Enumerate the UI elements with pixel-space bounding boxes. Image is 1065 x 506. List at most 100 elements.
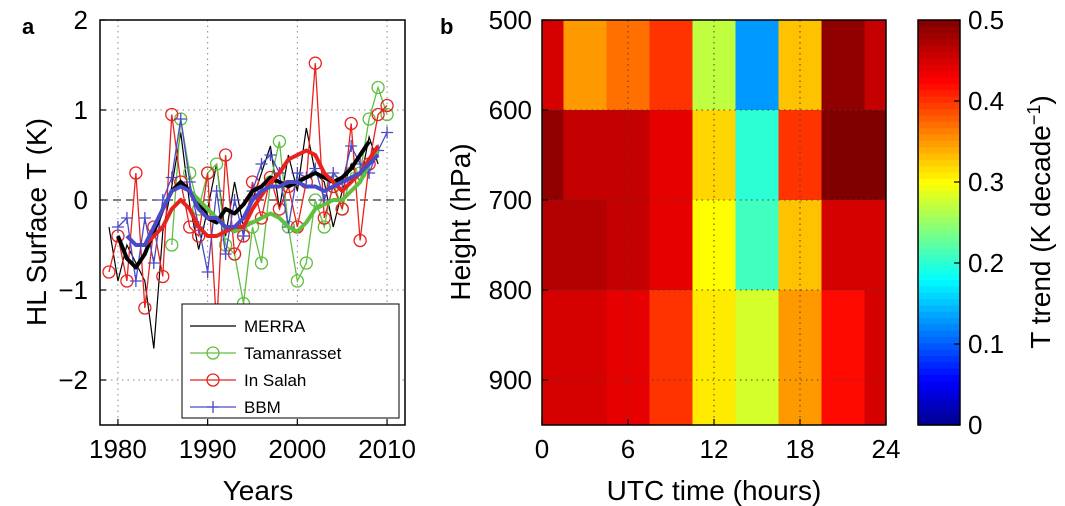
legend-marker	[206, 373, 220, 387]
smoothed-line	[125, 153, 380, 247]
colorbar-tick-label: 0.2	[968, 248, 1004, 278]
data-point	[129, 166, 143, 180]
data-point	[291, 167, 304, 179]
colorbar-segment	[918, 178, 960, 186]
heatmap-cell	[542, 200, 564, 291]
colorbar-segment	[918, 273, 960, 281]
colorbar-tick-label: 0	[968, 410, 982, 440]
colorbar-segment	[918, 121, 960, 129]
colorbar-segment	[918, 38, 960, 46]
y-tick-label: 600	[489, 95, 532, 125]
legend-box	[181, 303, 400, 419]
colorbar-segment	[918, 304, 960, 312]
colorbar-segment	[918, 51, 960, 59]
heatmap-cell	[864, 200, 887, 291]
colorbar-segment	[918, 152, 960, 160]
data-point	[345, 140, 358, 152]
heatmap-cell	[692, 110, 736, 201]
colorbar-label: T trend (K decade−1)	[1024, 95, 1056, 348]
colorbar-segment	[918, 70, 960, 78]
colorbar-segment	[918, 317, 960, 325]
y-tick-label: 0	[74, 185, 88, 215]
data-point	[237, 230, 250, 242]
legend-item: BBM	[190, 398, 281, 417]
panel-a-ylabel: HL Surface T (K)	[21, 118, 52, 326]
legend-label: Tamanrasset	[244, 344, 342, 363]
colorbar-tick-label: 0.3	[968, 167, 1004, 197]
data-point	[272, 134, 287, 149]
heatmap-cell	[821, 20, 865, 111]
colorbar-segment	[918, 399, 960, 407]
heatmap-cells	[542, 20, 887, 426]
colorbar-tick-label: 0.1	[968, 329, 1004, 359]
heatmap-cell	[821, 200, 865, 291]
data-point	[299, 256, 313, 270]
y-tick-label: 900	[489, 365, 532, 395]
colorbar-segment	[918, 241, 960, 249]
data-point	[165, 107, 179, 122]
colorbar-label-close: )	[1025, 95, 1056, 104]
colorbar-segment	[918, 146, 960, 154]
colorbar-segment	[918, 26, 960, 34]
heatmap-cell	[563, 20, 607, 111]
colorbar-segment	[918, 184, 960, 192]
colorbar-segment	[918, 412, 960, 420]
heatmap-cell	[821, 110, 865, 201]
panel-b-ticks: 0 6 12 18 24 500 600 700 800 900	[489, 5, 901, 464]
panel-a-letter: a	[22, 14, 35, 39]
data-point	[219, 248, 232, 260]
colorbar-segment	[918, 323, 960, 331]
colorbar-segment	[918, 64, 960, 72]
legend-marker	[206, 346, 220, 360]
colorbar-segment	[918, 95, 960, 103]
colorbar-segment	[918, 393, 960, 401]
y-tick-label: −1	[58, 275, 88, 305]
data-point	[120, 212, 133, 224]
colorbar-segment	[918, 228, 960, 236]
heatmap-cell	[606, 200, 650, 291]
colorbar-segment	[918, 89, 960, 97]
colorbar-segment	[918, 235, 960, 243]
x-tick-label: 12	[700, 434, 729, 464]
heatmap-cell	[563, 290, 607, 426]
heatmap-cell	[864, 110, 887, 201]
colorbar-segment	[918, 311, 960, 319]
data-point	[174, 113, 187, 125]
heatmap-cell	[821, 290, 865, 426]
colorbar-segment	[918, 260, 960, 268]
colorbar-segment	[918, 387, 960, 394]
colorbar-segment	[918, 209, 960, 217]
colorbar-label-main: T trend (K decade	[1025, 125, 1056, 349]
heatmap-cell	[563, 110, 607, 201]
colorbar-segment	[918, 342, 960, 350]
heatmap-cell	[542, 20, 564, 111]
colorbar-segment	[918, 165, 960, 173]
heatmap-cell	[864, 20, 887, 111]
colorbar-label-superscript: −1	[1024, 105, 1044, 126]
panel-b-grid	[542, 20, 886, 425]
data-point	[327, 167, 340, 179]
panel-a: a 1980 1990 2000 2010 −2 −1 0 1 2 Years HL Surfa…	[21, 5, 416, 506]
heatmap-cell	[649, 290, 693, 426]
data-point	[317, 220, 331, 234]
data-point	[308, 56, 322, 70]
colorbar-segment	[918, 108, 960, 116]
colorbar-segment	[918, 279, 960, 287]
heatmap-cell	[864, 290, 887, 426]
heatmap-cell	[649, 20, 693, 111]
legend-item: Tamanrasset	[190, 344, 342, 363]
colorbar-tick-label: 0.4	[968, 86, 1004, 116]
data-point	[129, 275, 142, 287]
y-tick-label: −2	[58, 365, 88, 395]
colorbar-segment	[918, 114, 960, 122]
data-point	[165, 171, 178, 184]
colorbar-segment	[918, 102, 960, 110]
smoothed-line	[135, 144, 380, 247]
colorbar-segment	[918, 140, 960, 148]
legend: MERRA Tamanrasset In Salah BBM	[181, 303, 400, 419]
colorbar-frame	[917, 19, 961, 426]
x-tick-label: 24	[872, 434, 901, 464]
panel-b-ylabel: Height (hPa)	[445, 143, 476, 300]
colorbar: 0 0.1 0.2 0.3 0.4 0.5 T trend (K decade−1)	[917, 5, 1056, 440]
